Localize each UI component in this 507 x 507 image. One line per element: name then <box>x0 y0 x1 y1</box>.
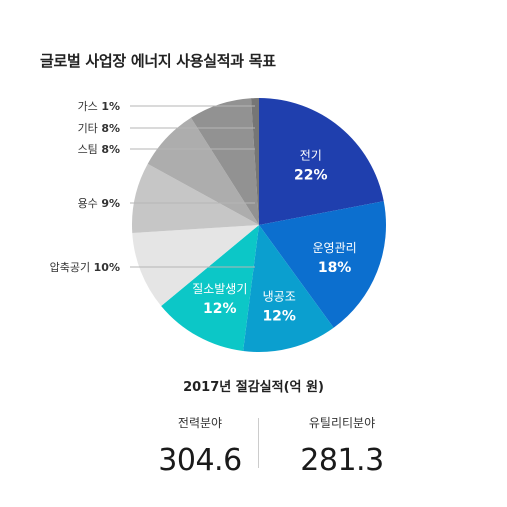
slice-label: 운영관리 <box>313 241 357 255</box>
slice-value-label: 12% <box>262 309 296 325</box>
pie-slice <box>251 98 259 225</box>
slice-outside-label: 스팀 8% <box>78 143 120 156</box>
slice-label: 냉공조 <box>263 290 296 304</box>
leader-lines <box>130 105 255 268</box>
slice-label: 전기 <box>300 148 322 162</box>
electric-savings-value: 304.6 <box>158 443 242 478</box>
slice-label: 질소발생기 <box>192 282 247 296</box>
pie-slice <box>132 225 259 306</box>
slice-value-label: 12% <box>203 301 237 317</box>
summary-title: 2017년 절감실적(억 원) <box>183 380 324 395</box>
pie-slice <box>147 117 259 225</box>
slice-outside-label: 압축공기 10% <box>50 261 120 274</box>
electric-savings-label: 전력분야 <box>177 416 223 430</box>
slice-outside-label: 용수 9% <box>78 197 120 210</box>
pie-slice <box>161 225 259 351</box>
utility-savings-label: 유틸리티분야 <box>308 416 376 430</box>
slice-outside-label: 가스 1% <box>78 100 120 113</box>
pie-slice <box>259 201 387 328</box>
pie-chart: 전기 22% 운영관리 18% 냉공조 12% 질소발생기 12% 가스 1% 기타 8% 스팀 8… <box>50 98 387 353</box>
pie-slice <box>243 225 334 353</box>
pie-slices <box>131 98 387 353</box>
chart-title: 글로벌 사업장 에너지 사용실적과 목표 <box>40 52 276 70</box>
slice-labels: 전기 22% 운영관리 18% 냉공조 12% 질소발생기 12% 가스 1% 기타 8% 스팀 8… <box>50 100 357 325</box>
utility-savings: 유틸리티분야 281.3 <box>262 414 422 478</box>
utility-savings-value: 281.3 <box>300 443 384 478</box>
summary-divider <box>258 418 259 468</box>
pie-slice <box>131 163 259 233</box>
slice-outside-label: 기타 8% <box>78 122 120 135</box>
pie-slice <box>190 98 259 225</box>
slice-value-label: 18% <box>318 260 352 276</box>
electric-savings: 전력분야 304.6 <box>120 414 280 478</box>
savings-summary: 2017년 절감실적(억 원) 전력분야 304.6 유틸리티분야 281.3 <box>0 376 507 478</box>
pie-slice <box>259 98 384 225</box>
slice-value-label: 22% <box>294 167 328 183</box>
